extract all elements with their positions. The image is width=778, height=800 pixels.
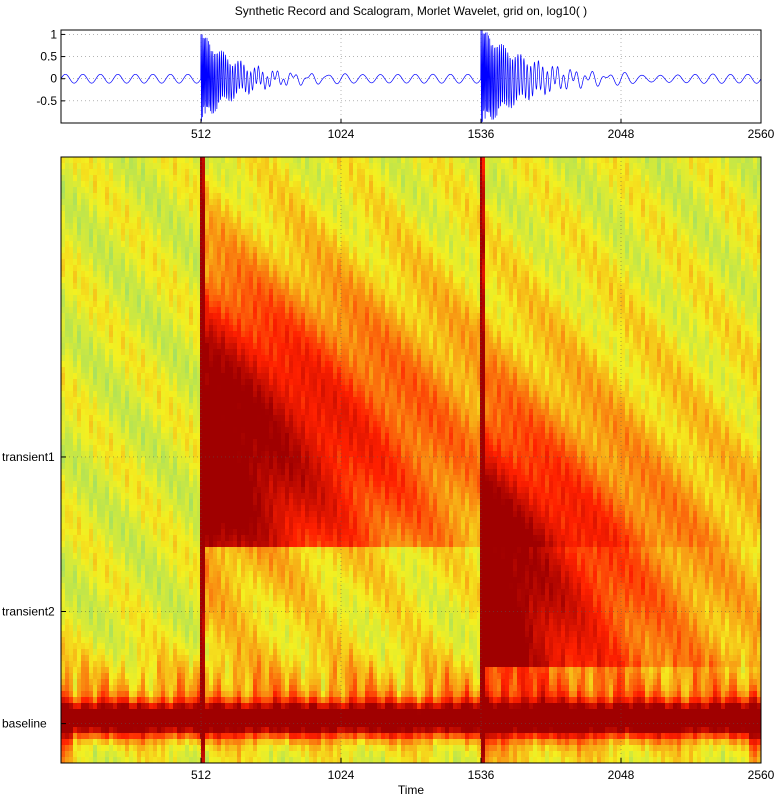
scalogram-grid <box>61 157 761 763</box>
line-plot-x-tick-label: 2048 <box>608 127 635 141</box>
line-plot-x-tick-label: 512 <box>191 127 211 141</box>
event-line <box>480 157 482 739</box>
figure-title: Synthetic Record and Scalogram, Morlet W… <box>235 4 587 18</box>
scalogram-x-tick-label: 1024 <box>328 768 355 782</box>
line-plot-y-tick-label: 1 <box>50 27 57 41</box>
scalogram-heatmap <box>61 157 761 763</box>
line-plot-y-axis: -0.5 0 0.5 1 <box>36 27 65 108</box>
scalogram-plot: 512 1024 1536 2048 2560 transient1 transient2… <box>2 156 775 797</box>
line-plot-area <box>61 30 761 123</box>
line-plot-x-tick-label: 1536 <box>468 127 495 141</box>
line-plot-frame <box>60 29 762 124</box>
scalogram-x-tick-label: 2048 <box>608 768 635 782</box>
event-line <box>200 157 202 739</box>
line-plot: 512 1024 1536 2048 2560 -0.5 0 0.5 1 <box>36 27 774 141</box>
scalogram-x-tick-label: 2560 <box>748 768 775 782</box>
line-plot-x-tick-label: 1024 <box>328 127 355 141</box>
scalogram-y-axis: transient1 transient2 baseline <box>2 450 66 731</box>
line-plot-x-tick-label: 2560 <box>748 127 775 141</box>
signal-line <box>61 30 761 123</box>
scalogram-y-tick-label: transient1 <box>2 450 55 464</box>
scalogram-y-tick-label: transient2 <box>2 605 55 619</box>
scalogram-x-axis: 512 1024 1536 2048 2560 <box>191 758 775 782</box>
scalogram-frame <box>60 156 762 764</box>
line-plot-y-tick-label: 0.5 <box>40 50 57 64</box>
line-plot-x-axis: 512 1024 1536 2048 2560 <box>191 119 775 141</box>
scalogram-y-tick-label: baseline <box>2 717 47 731</box>
line-plot-y-tick-label: 0 <box>50 72 57 86</box>
scalogram-x-tick-label: 512 <box>191 768 211 782</box>
line-plot-y-tick-label: -0.5 <box>36 94 57 108</box>
scalogram-x-tick-label: 1536 <box>468 768 495 782</box>
line-plot-grid <box>61 30 761 123</box>
scalogram-x-label: Time <box>398 783 425 797</box>
